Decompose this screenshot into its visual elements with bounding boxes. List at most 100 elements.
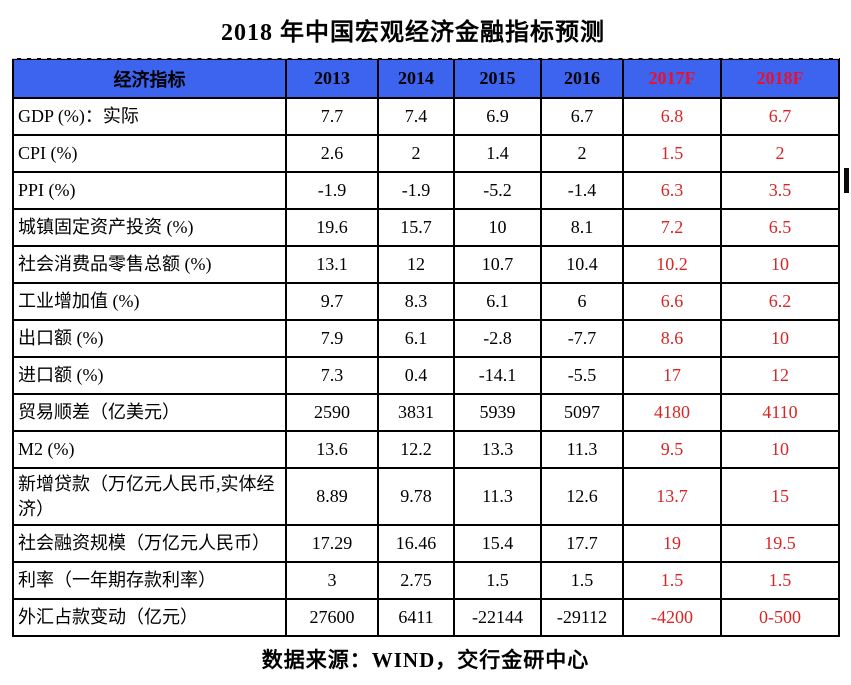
right-scrollbar-mark[interactable] — [844, 168, 849, 193]
value-cell-2016: 6.7 — [540, 97, 624, 136]
indicator-cell: 利率（一年期存款利率） — [12, 561, 287, 600]
value-cell-2015: -14.1 — [453, 356, 542, 395]
value-cell-2018F: 10 — [720, 319, 840, 358]
value-cell-2016: 10.4 — [540, 245, 624, 284]
value-cell-2018F: 3.5 — [720, 171, 840, 210]
value-cell-2018F: 6.2 — [720, 282, 840, 321]
table-header-row: 经济指标 2013 2014 2015 2016 2017F 2018F — [12, 58, 840, 99]
value-cell-2016: 12.6 — [540, 467, 624, 526]
table-row: 社会消费品零售总额 (%) 13.1 12 10.7 10.4 10.2 10 — [12, 245, 840, 284]
value-cell-2015: 13.3 — [453, 430, 542, 469]
value-cell-2017F: 8.6 — [622, 319, 722, 358]
value-cell-2018F: 10 — [720, 430, 840, 469]
value-cell-2013: 17.29 — [285, 524, 379, 563]
value-cell-2016: 5097 — [540, 393, 624, 432]
value-cell-2016: 17.7 — [540, 524, 624, 563]
value-cell-2016: 11.3 — [540, 430, 624, 469]
indicator-cell: CPI (%) — [12, 134, 287, 173]
table-row: M2 (%) 13.6 12.2 13.3 11.3 9.5 10 — [12, 430, 840, 469]
column-header-经济指标: 经济指标 — [12, 58, 287, 99]
table-body: GDP (%)：实际 7.7 7.4 6.9 6.7 6.8 6.7 CPI (%) 2.6 2 1… — [12, 97, 840, 637]
table-row: 出口额 (%) 7.9 6.1 -2.8 -7.7 8.6 10 — [12, 319, 840, 358]
indicator-cell: M2 (%) — [12, 430, 287, 469]
table-row: 外汇占款变动（亿元） 27600 6411 -22144 -29112 -4200 0-50… — [12, 598, 840, 637]
value-cell-2014: 7.4 — [377, 97, 455, 136]
value-cell-2013: 3 — [285, 561, 379, 600]
value-cell-2013: 13.1 — [285, 245, 379, 284]
value-cell-2016: 2 — [540, 134, 624, 173]
value-cell-2018F: 4110 — [720, 393, 840, 432]
value-cell-2014: 12.2 — [377, 430, 455, 469]
value-cell-2014: 6.1 — [377, 319, 455, 358]
value-cell-2016: 8.1 — [540, 208, 624, 247]
value-cell-2013: 19.6 — [285, 208, 379, 247]
value-cell-2015: 6.9 — [453, 97, 542, 136]
data-source-note: 数据来源：WIND，交行金研中心 — [261, 648, 590, 672]
value-cell-2018F: 15 — [720, 467, 840, 526]
indicator-cell: 进口额 (%) — [12, 356, 287, 395]
value-cell-2014: 2.75 — [377, 561, 455, 600]
value-cell-2015: -22144 — [453, 598, 542, 637]
value-cell-2013: -1.9 — [285, 171, 379, 210]
value-cell-2015: 10 — [453, 208, 542, 247]
value-cell-2015: -2.8 — [453, 319, 542, 358]
value-cell-2017F: 6.6 — [622, 282, 722, 321]
indicator-cell: 城镇固定资产投资 (%) — [12, 208, 287, 247]
table-row: 利率（一年期存款利率） 3 2.75 1.5 1.5 1.5 1.5 — [12, 561, 840, 600]
value-cell-2016: -7.7 — [540, 319, 624, 358]
value-cell-2013: 7.3 — [285, 356, 379, 395]
value-cell-2017F: 1.5 — [622, 561, 722, 600]
table-row: 贸易顺差（亿美元） 2590 3831 5939 5097 4180 4110 — [12, 393, 840, 432]
column-header-2014: 2014 — [377, 58, 455, 99]
indicator-cell: PPI (%) — [12, 171, 287, 210]
value-cell-2015: 5939 — [453, 393, 542, 432]
value-cell-2018F: 1.5 — [720, 561, 840, 600]
value-cell-2015: 11.3 — [453, 467, 542, 526]
value-cell-2017F: 6.3 — [622, 171, 722, 210]
value-cell-2018F: 19.5 — [720, 524, 840, 563]
value-cell-2018F: 2 — [720, 134, 840, 173]
value-cell-2014: 15.7 — [377, 208, 455, 247]
value-cell-2015: 10.7 — [453, 245, 542, 284]
value-cell-2015: -5.2 — [453, 171, 542, 210]
value-cell-2016: -5.5 — [540, 356, 624, 395]
value-cell-2017F: 1.5 — [622, 134, 722, 173]
table-row: GDP (%)：实际 7.7 7.4 6.9 6.7 6.8 6.7 — [12, 97, 840, 136]
indicator-cell: 出口额 (%) — [12, 319, 287, 358]
value-cell-2016: -1.4 — [540, 171, 624, 210]
value-cell-2013: 2590 — [285, 393, 379, 432]
value-cell-2015: 6.1 — [453, 282, 542, 321]
column-header-2015: 2015 — [453, 58, 542, 99]
value-cell-2017F: 6.8 — [622, 97, 722, 136]
column-header-2013: 2013 — [285, 58, 379, 99]
value-cell-2017F: 17 — [622, 356, 722, 395]
value-cell-2014: 6411 — [377, 598, 455, 637]
indicator-cell: 外汇占款变动（亿元） — [12, 598, 287, 637]
value-cell-2016: 1.5 — [540, 561, 624, 600]
forecast-table: 经济指标 2013 2014 2015 2016 2017F 2018F GDP (%)：实… — [12, 58, 840, 637]
indicator-cell: 社会融资规模（万亿元人民币） — [12, 524, 287, 563]
table-row: 工业增加值 (%) 9.7 8.3 6.1 6 6.6 6.2 — [12, 282, 840, 321]
value-cell-2013: 2.6 — [285, 134, 379, 173]
value-cell-2018F: 12 — [720, 356, 840, 395]
value-cell-2014: 9.78 — [377, 467, 455, 526]
value-cell-2014: 3831 — [377, 393, 455, 432]
value-cell-2015: 15.4 — [453, 524, 542, 563]
value-cell-2015: 1.5 — [453, 561, 542, 600]
table-row: PPI (%) -1.9 -1.9 -5.2 -1.4 6.3 3.5 — [12, 171, 840, 210]
indicator-cell: 社会消费品零售总额 (%) — [12, 245, 287, 284]
value-cell-2013: 13.6 — [285, 430, 379, 469]
indicator-cell: 工业增加值 (%) — [12, 282, 287, 321]
indicator-cell: 贸易顺差（亿美元） — [12, 393, 287, 432]
value-cell-2017F: 9.5 — [622, 430, 722, 469]
value-cell-2014: 16.46 — [377, 524, 455, 563]
value-cell-2017F: 4180 — [622, 393, 722, 432]
value-cell-2016: 6 — [540, 282, 624, 321]
table-row: 进口额 (%) 7.3 0.4 -14.1 -5.5 17 12 — [12, 356, 840, 395]
value-cell-2017F: 10.2 — [622, 245, 722, 284]
value-cell-2013: 9.7 — [285, 282, 379, 321]
value-cell-2018F: 6.7 — [720, 97, 840, 136]
value-cell-2017F: 19 — [622, 524, 722, 563]
value-cell-2018F: 0-500 — [720, 598, 840, 637]
page-title: 2018 年中国宏观经济金融指标预测 — [221, 20, 605, 46]
